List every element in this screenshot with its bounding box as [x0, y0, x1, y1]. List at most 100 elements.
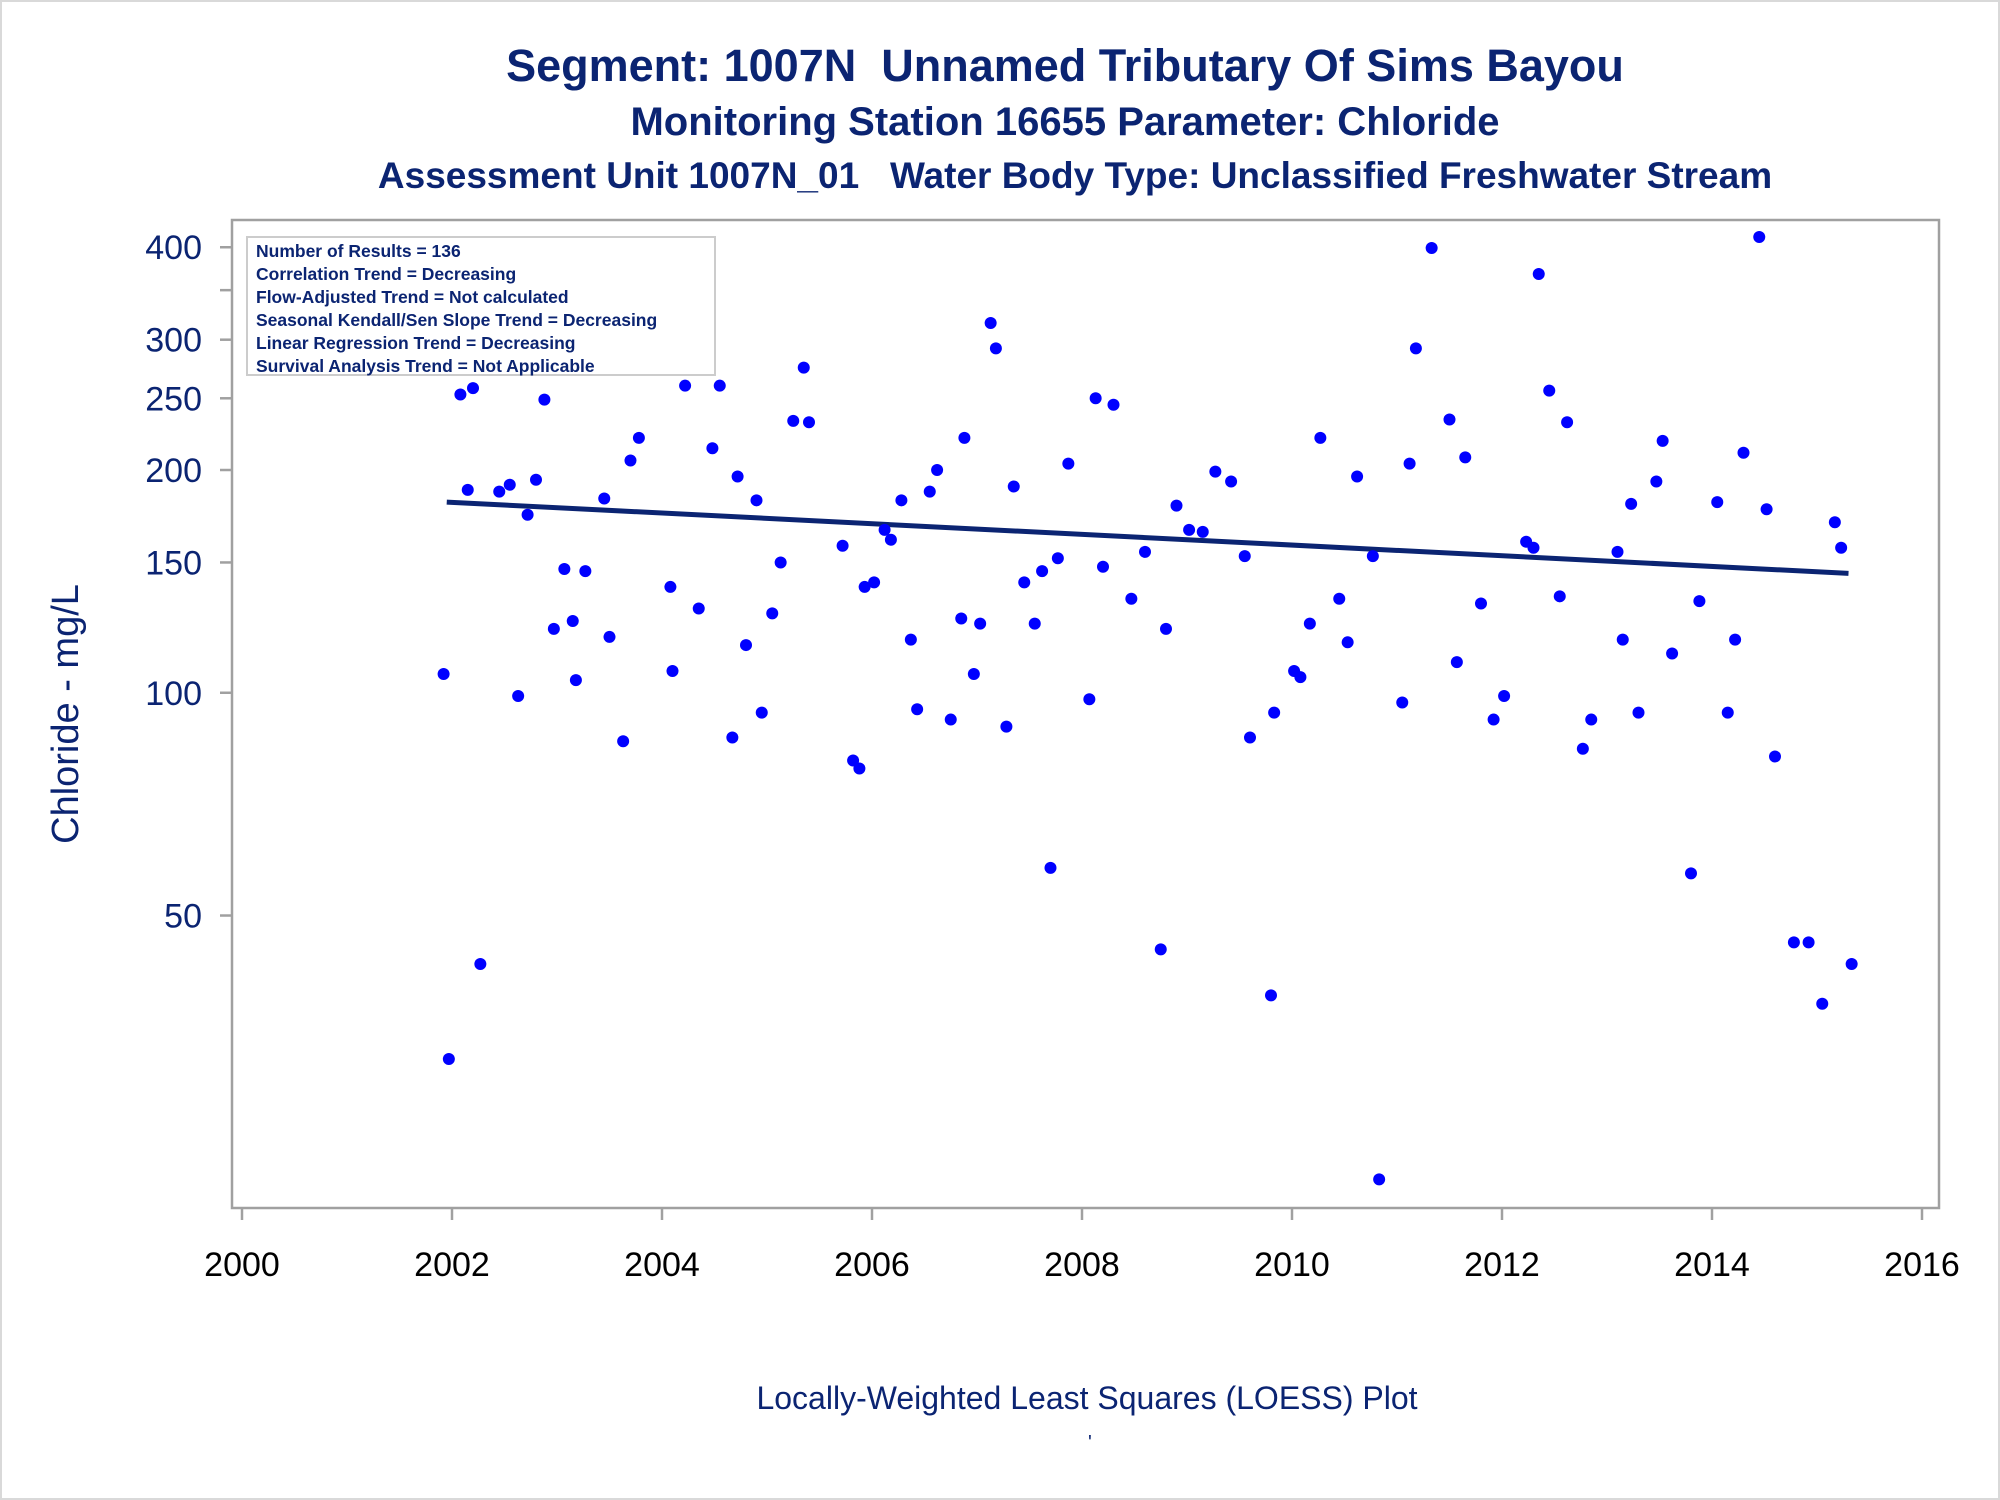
info-linear-regression-trend: Linear Regression Trend = Decreasing — [256, 333, 576, 353]
data-point — [1760, 503, 1773, 516]
footnote: Locally-Weighted Least Squares (LOESS) P… — [756, 1380, 1418, 1416]
x-tick-label: 2004 — [624, 1246, 700, 1284]
data-point — [461, 483, 474, 496]
data-point — [1425, 242, 1438, 255]
y-tick-label: 50 — [164, 898, 202, 936]
y-tick-label: 100 — [145, 675, 202, 713]
data-point — [1769, 750, 1781, 763]
data-point — [944, 713, 957, 726]
data-point — [958, 431, 971, 444]
data-point — [454, 388, 467, 401]
data-point — [1373, 1173, 1386, 1186]
data-point — [474, 957, 487, 970]
data-point — [884, 533, 897, 546]
data-point — [1044, 861, 1057, 874]
data-point — [1561, 416, 1574, 429]
x-tick-label: 2006 — [834, 1246, 910, 1284]
data-point — [1154, 943, 1167, 956]
data-point — [931, 464, 944, 477]
data-point — [1845, 957, 1858, 970]
data-point — [1089, 392, 1102, 405]
data-point — [740, 639, 752, 652]
data-point — [1294, 671, 1307, 684]
data-point — [1498, 689, 1511, 702]
data-point — [1816, 997, 1829, 1010]
data-point — [713, 379, 726, 392]
data-point — [1802, 936, 1815, 949]
data-point — [797, 361, 810, 374]
data-point — [679, 379, 692, 392]
data-point — [1170, 499, 1183, 512]
info-survival-analysis-trend: Survival Analysis Trend = Not Applicable — [256, 356, 595, 376]
data-point — [774, 556, 787, 569]
data-point — [1737, 446, 1750, 459]
data-point — [1333, 592, 1346, 605]
data-point — [521, 508, 534, 521]
data-point — [1028, 617, 1041, 630]
data-point — [1160, 622, 1172, 635]
data-point — [664, 580, 677, 593]
data-point — [503, 478, 516, 491]
y-tick-label: 300 — [145, 322, 202, 360]
data-point — [1125, 592, 1138, 605]
data-point — [787, 414, 800, 427]
data-point — [1341, 636, 1354, 649]
data-point — [1036, 565, 1049, 578]
data-point — [1616, 633, 1629, 646]
data-point — [1062, 457, 1075, 470]
info-seasonal-kendall-trend: Seasonal Kendall/Sen Slope Trend = Decre… — [256, 310, 658, 330]
data-point — [1693, 595, 1706, 608]
data-point — [530, 473, 542, 486]
data-point — [692, 602, 705, 615]
data-point — [911, 703, 924, 716]
data-point — [726, 731, 739, 744]
data-point — [1007, 480, 1020, 493]
data-point — [1711, 496, 1724, 509]
data-point — [1139, 545, 1151, 558]
data-point — [904, 633, 917, 646]
data-point — [989, 342, 1002, 355]
data-point — [1650, 475, 1663, 488]
data-point — [624, 454, 637, 467]
data-point — [967, 668, 980, 681]
footnote-mark: ' — [1088, 1432, 1092, 1454]
y-axis-label: Chloride - mg/L — [45, 584, 87, 844]
x-tick-label: 2012 — [1464, 1246, 1540, 1284]
data-point — [1611, 545, 1624, 558]
data-point — [974, 617, 987, 630]
data-point — [617, 735, 630, 748]
data-point — [603, 630, 616, 643]
data-point — [579, 565, 592, 578]
data-point — [878, 523, 891, 536]
data-point — [1532, 268, 1545, 281]
chart-title: Segment: 1007N Unnamed Tributary Of Sims… — [506, 40, 1624, 91]
data-point — [467, 382, 479, 395]
data-point — [1450, 656, 1463, 669]
data-point — [632, 431, 645, 444]
data-point — [558, 562, 571, 575]
data-point — [1366, 550, 1379, 563]
data-point — [1097, 560, 1109, 573]
data-point — [1487, 713, 1500, 726]
info-correlation-trend: Correlation Trend = Decreasing — [256, 264, 517, 284]
data-point — [1238, 550, 1251, 563]
data-point — [1553, 590, 1566, 603]
data-point — [755, 706, 768, 719]
data-point — [1835, 541, 1848, 554]
data-point — [706, 442, 719, 455]
data-point — [493, 485, 506, 498]
data-point — [836, 539, 849, 552]
data-point — [955, 612, 968, 625]
data-point — [569, 674, 582, 687]
data-point — [1244, 731, 1256, 744]
data-point — [895, 494, 908, 507]
data-point — [1351, 470, 1364, 483]
trend-info-box: Number of Results = 136 Correlation Tren… — [246, 236, 716, 376]
data-point — [1083, 693, 1096, 706]
data-point — [598, 492, 611, 505]
data-point — [1543, 384, 1556, 397]
data-point — [847, 754, 860, 767]
chart-subtitle-station: Monitoring Station 16655 Parameter: Chlo… — [630, 100, 1500, 144]
data-point — [1303, 617, 1316, 630]
data-point — [1721, 706, 1734, 719]
